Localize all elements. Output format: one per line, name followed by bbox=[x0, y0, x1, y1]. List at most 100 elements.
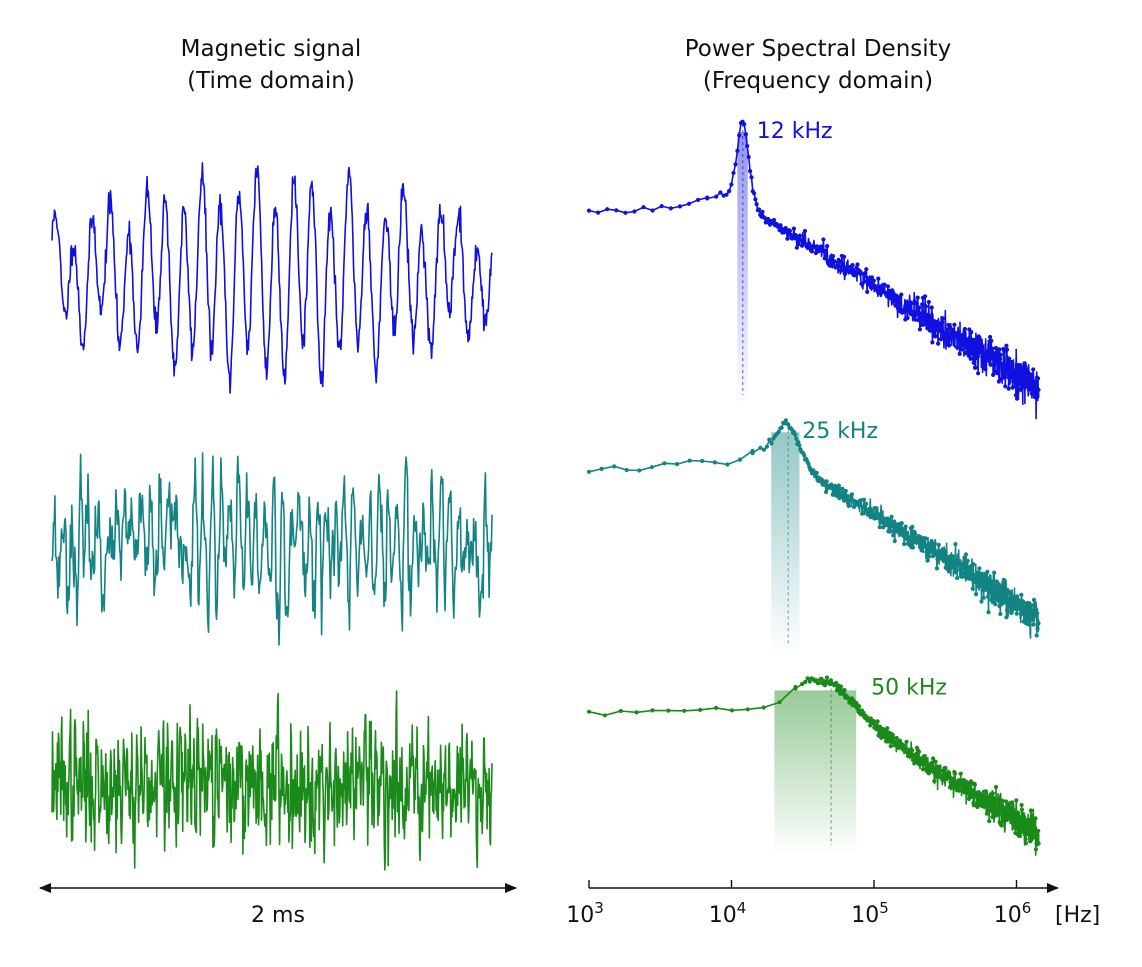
psd-point bbox=[686, 201, 692, 206]
psd-point bbox=[840, 262, 846, 268]
psd-point bbox=[920, 767, 926, 772]
psd-point bbox=[965, 558, 970, 564]
psd-point bbox=[754, 202, 759, 207]
psd-point bbox=[863, 270, 868, 276]
psd-point bbox=[885, 726, 890, 731]
psd-point bbox=[793, 686, 798, 691]
time-title-line1: Magnetic signal bbox=[181, 36, 362, 62]
psd-point bbox=[857, 704, 862, 709]
psd-point bbox=[933, 334, 938, 339]
psd-point bbox=[974, 340, 979, 345]
psd-point bbox=[980, 800, 985, 805]
psd-point bbox=[931, 756, 936, 761]
psd-point bbox=[997, 820, 1002, 825]
psd-point bbox=[983, 802, 988, 807]
psd-point bbox=[896, 295, 901, 300]
psd-point bbox=[666, 708, 671, 713]
psd-point bbox=[838, 684, 844, 689]
psd-point bbox=[995, 360, 1000, 366]
frequency-ticks: 103 104 105 106 bbox=[566, 880, 1031, 928]
psd-point bbox=[938, 550, 943, 556]
psd-point bbox=[1031, 821, 1036, 827]
psd-point bbox=[783, 226, 788, 231]
psd-point bbox=[1002, 579, 1008, 584]
psd-point bbox=[926, 299, 931, 305]
psd-point bbox=[999, 823, 1004, 828]
psd-point bbox=[988, 796, 993, 801]
psd-point bbox=[902, 541, 907, 547]
psd-point bbox=[797, 443, 802, 448]
psd-point bbox=[834, 264, 839, 269]
psd-point bbox=[940, 777, 945, 783]
psd-point bbox=[989, 338, 994, 343]
psd-point bbox=[843, 488, 848, 494]
time-signal-series-3 bbox=[51, 690, 493, 871]
psd-point bbox=[1026, 622, 1031, 627]
psd-point bbox=[1035, 394, 1040, 399]
psd-series-3: 50 kHz bbox=[586, 675, 1041, 856]
psd-point bbox=[1010, 594, 1015, 599]
psd-point bbox=[902, 532, 908, 537]
psd-point bbox=[972, 352, 977, 357]
psd-point bbox=[920, 302, 925, 307]
psd-point bbox=[942, 336, 947, 341]
psd-point bbox=[923, 757, 928, 763]
psd-point bbox=[1006, 386, 1011, 391]
psd-point bbox=[959, 574, 965, 579]
psd-point bbox=[838, 268, 843, 273]
psd-peak-label-1: 12 kHz bbox=[757, 119, 833, 144]
psd-point bbox=[986, 610, 991, 615]
psd-point bbox=[972, 782, 978, 787]
psd-point bbox=[1003, 600, 1008, 605]
psd-point bbox=[961, 564, 966, 569]
psd-point bbox=[802, 228, 808, 234]
psd-point bbox=[940, 320, 945, 325]
psd-point bbox=[737, 133, 742, 138]
psd-point bbox=[986, 358, 992, 363]
psd-point bbox=[1032, 602, 1037, 607]
psd-point bbox=[969, 345, 974, 351]
freq-tick-label-1: 103 bbox=[566, 899, 604, 928]
psd-point bbox=[849, 492, 855, 497]
psd-point bbox=[1014, 798, 1019, 803]
psd-point bbox=[1000, 364, 1005, 369]
psd-point bbox=[983, 366, 988, 371]
psd-point bbox=[749, 175, 754, 180]
psd-point bbox=[712, 460, 717, 465]
psd-point bbox=[1018, 369, 1023, 374]
psd-point bbox=[957, 558, 962, 564]
psd-point bbox=[785, 236, 790, 241]
psd-point bbox=[876, 276, 881, 281]
psd-point bbox=[762, 215, 767, 221]
psd-point bbox=[973, 365, 978, 370]
psd-point bbox=[962, 555, 967, 560]
psd-point bbox=[1016, 362, 1021, 368]
psd-point bbox=[1000, 583, 1006, 588]
psd-point bbox=[884, 521, 889, 526]
psd-point bbox=[737, 457, 743, 462]
psd-point bbox=[909, 301, 914, 306]
psd-point bbox=[929, 539, 934, 544]
psd-point bbox=[994, 353, 999, 358]
psd-point bbox=[914, 310, 919, 315]
psd-point bbox=[796, 242, 801, 247]
psd-point bbox=[724, 192, 729, 197]
psd-point bbox=[586, 469, 592, 474]
psd-point bbox=[794, 436, 799, 441]
psd-point bbox=[783, 418, 789, 423]
psd-point bbox=[981, 575, 986, 580]
psd-point bbox=[944, 331, 949, 336]
psd-point bbox=[1023, 380, 1028, 386]
psd-point bbox=[1001, 819, 1006, 824]
psd-point bbox=[820, 246, 825, 251]
psd-point bbox=[649, 465, 655, 470]
psd-point bbox=[988, 334, 993, 340]
psd-point bbox=[1030, 608, 1035, 613]
psd-point bbox=[995, 805, 1000, 810]
psd-point bbox=[1012, 375, 1017, 381]
psd-point bbox=[902, 309, 907, 314]
psd-point bbox=[860, 511, 865, 516]
psd-point bbox=[794, 245, 800, 250]
psd-point bbox=[983, 789, 989, 794]
psd-point bbox=[990, 791, 996, 796]
